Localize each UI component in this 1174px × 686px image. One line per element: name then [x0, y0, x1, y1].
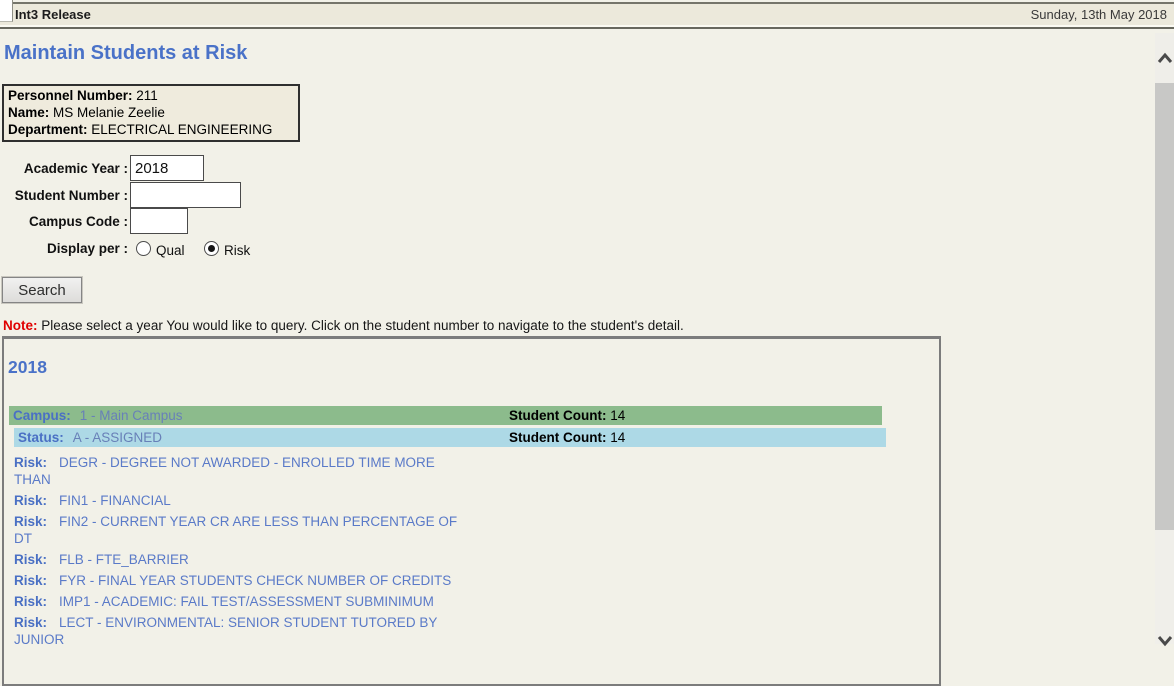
risk-row-text: FIN1 - FINANCIAL	[59, 493, 171, 508]
vertical-scrollbar[interactable]	[1155, 33, 1174, 647]
display-per-qual-radio[interactable]	[136, 241, 151, 256]
results-panel: 2018 Campus: 1 - Main Campus Student Cou…	[2, 336, 941, 686]
status-student-count-value: 14	[610, 430, 626, 445]
risk-row-text: IMP1 - ACADEMIC: FAIL TEST/ASSESSMENT SU…	[59, 594, 434, 609]
campus-label: Campus:	[13, 408, 71, 423]
campus-bar: Campus: 1 - Main Campus Student Count: 1…	[9, 406, 882, 425]
note: Note: Please select a year You would lik…	[3, 318, 684, 333]
note-text: Please select a year You would like to q…	[37, 318, 684, 333]
risk-row-text: FYR - FINAL YEAR STUDENTS CHECK NUMBER O…	[59, 573, 452, 588]
current-date: Sunday, 13th May 2018	[1030, 7, 1167, 22]
page-title: Maintain Students at Risk	[4, 42, 248, 64]
display-per-risk-radio[interactable]	[204, 241, 219, 256]
risk-row-text: FLB - FTE_BARRIER	[59, 552, 189, 567]
risk-row: Risk: FIN2 - CURRENT YEAR CR ARE LESS THA…	[14, 513, 534, 547]
risk-row-label: Risk:	[14, 493, 48, 508]
top-bar: Int3 Release Sunday, 13th May 2018	[0, 2, 1174, 29]
risk-row-label: Risk:	[14, 594, 48, 609]
student-number-input[interactable]	[130, 182, 241, 208]
display-per-risk-label[interactable]: Risk	[224, 243, 251, 258]
risk-row-label: Risk:	[14, 573, 48, 588]
risk-row-label: Risk:	[14, 615, 48, 630]
risk-list: Risk: DEGR - DEGREE NOT AWARDED - ENROLLE…	[14, 454, 534, 648]
risk-row: Risk: IMP1 - ACADEMIC: FAIL TEST/ASSESSME…	[14, 593, 534, 610]
campus-student-count-value: 14	[610, 408, 626, 423]
results-year-heading: 2018	[8, 357, 47, 377]
risk-row-label: Risk:	[14, 455, 48, 470]
personnel-name-row: Name: MS Melanie Zeelie	[8, 104, 294, 121]
personnel-number-row: Personnel Number: 211	[8, 87, 294, 104]
risk-row: Risk: DEGR - DEGREE NOT AWARDED - ENROLLE…	[14, 454, 534, 488]
display-per-qual-label[interactable]: Qual	[156, 243, 185, 258]
status-bar: Status: A - ASSIGNED Student Count: 14	[14, 428, 886, 447]
risk-row-text: FIN2 - CURRENT YEAR CR ARE LESS THAN PER…	[14, 514, 458, 546]
display-per-label: Display per :	[46, 241, 128, 256]
note-label: Note:	[3, 318, 38, 333]
personnel-department-value: ELECTRICAL ENGINEERING	[91, 122, 273, 137]
campus-student-count: Student Count: 14	[509, 408, 625, 423]
student-number-label: Student Number :	[14, 188, 128, 203]
risk-row-label: Risk:	[14, 552, 48, 567]
personnel-number-label: Personnel Number:	[8, 88, 133, 103]
campus-student-count-label: Student Count:	[509, 408, 607, 423]
risk-row: Risk: FYR - FINAL YEAR STUDENTS CHECK NUM…	[14, 572, 534, 589]
scrollbar-up-button[interactable]	[1155, 33, 1174, 83]
risk-row: Risk: LECT - ENVIRONMENTAL: SENIOR STUDEN…	[14, 614, 534, 648]
campus-code-input[interactable]	[130, 208, 188, 234]
app-title: Int3 Release	[15, 7, 91, 22]
status-student-count: Student Count: 14	[509, 430, 625, 445]
status-value: A - ASSIGNED	[72, 430, 163, 445]
personnel-info-box: Personnel Number: 211 Name: MS Melanie Z…	[2, 84, 300, 142]
personnel-name-value: MS Melanie Zeelie	[53, 105, 165, 120]
campus-value: 1 - Main Campus	[79, 408, 183, 423]
scrollbar-down-button[interactable]	[1155, 635, 1174, 653]
academic-year-label: Academic Year :	[23, 161, 128, 176]
status-label: Status:	[18, 430, 64, 445]
personnel-name-label: Name:	[8, 105, 50, 120]
chevron-down-icon	[1157, 636, 1172, 647]
personnel-department-row: Department: ELECTRICAL ENGINEERING	[8, 121, 294, 138]
risk-row: Risk: FIN1 - FINANCIAL	[14, 492, 534, 509]
search-button[interactable]: Search	[2, 277, 82, 303]
status-student-count-label: Student Count:	[509, 430, 607, 445]
risk-row: Risk: FLB - FTE_BARRIER	[14, 551, 534, 568]
risk-row-text: LECT - ENVIRONMENTAL: SENIOR STUDENT TUT…	[14, 615, 438, 647]
chevron-up-icon	[1157, 52, 1172, 63]
frame-corner	[0, 0, 13, 22]
personnel-department-label: Department:	[8, 122, 88, 137]
academic-year-input[interactable]	[130, 155, 204, 181]
campus-code-label: Campus Code :	[28, 214, 128, 229]
risk-row-text: DEGR - DEGREE NOT AWARDED - ENROLLED TIM…	[14, 455, 435, 487]
scrollbar-thumb[interactable]	[1155, 83, 1174, 530]
risk-row-label: Risk:	[14, 514, 48, 529]
personnel-number-value: 211	[136, 88, 158, 103]
